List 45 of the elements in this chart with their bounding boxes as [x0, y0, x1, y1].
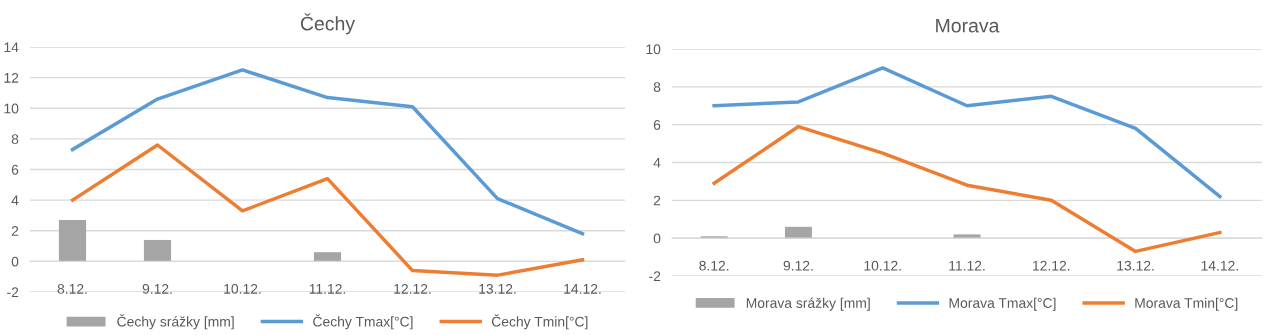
- y-tick-label: 6: [11, 164, 19, 175]
- y-tick-label: 6: [653, 120, 661, 130]
- y-tick-label: 4: [653, 157, 661, 168]
- line-series: [712, 66, 1222, 199]
- x-tick-label: 12.12.: [1033, 260, 1070, 271]
- x-tick-label: 10.12.: [864, 260, 901, 271]
- x-tick-label: 9.12.: [783, 260, 813, 271]
- y-tick-label: 8: [653, 82, 661, 92]
- y-tick-label: -2: [7, 287, 19, 298]
- y-tick-label: 2: [11, 226, 19, 236]
- line-series: [70, 143, 585, 277]
- line-series: [70, 68, 585, 236]
- x-tick-label: 11.12.: [309, 283, 346, 294]
- y-tick-label: 14: [4, 42, 19, 53]
- y-tick-label: -2: [649, 271, 661, 282]
- y-tick-label: 0: [653, 233, 661, 244]
- x-tick-label: 8.12.: [699, 260, 729, 271]
- legend-label: Morava srážky [mm]: [746, 297, 870, 311]
- y-tick-label: 8: [11, 134, 19, 145]
- y-tick-label: 12: [4, 72, 19, 83]
- y-tick-label: 4: [11, 195, 19, 206]
- legend-label: Morava Tmax[°C]: [949, 297, 1056, 311]
- x-tick-label: 8.12.: [57, 283, 87, 294]
- x-tick-label: 9.12.: [142, 283, 172, 294]
- legend-label: Morava Tmin[°C]: [1135, 297, 1238, 311]
- y-tick-label: 10: [4, 103, 19, 114]
- bar: [58, 220, 87, 262]
- line-series: [712, 124, 1222, 254]
- y-tick-label: 10: [646, 44, 661, 55]
- chart-title: Morava: [936, 18, 1000, 33]
- y-tick-label: 2: [653, 195, 661, 206]
- x-tick-label: 14.12.: [564, 283, 601, 294]
- x-tick-label: 13.12.: [1117, 260, 1154, 271]
- x-tick-label: 10.12.: [224, 283, 261, 294]
- legend-label: Čechy Tmax[°C]: [313, 314, 413, 330]
- bar: [143, 239, 172, 262]
- legend-label: Čechy srážky [mm]: [117, 314, 234, 330]
- x-tick-label: 12.12.: [394, 283, 431, 294]
- chart-title: Čechy: [300, 13, 356, 35]
- legend-label: Čechy Tmin[°C]: [491, 314, 588, 330]
- x-tick-label: 11.12.: [949, 260, 985, 271]
- x-tick-label: 13.12.: [479, 283, 516, 294]
- bar: [313, 252, 342, 262]
- x-tick-label: 14.12.: [1201, 260, 1238, 271]
- y-tick-label: 0: [11, 256, 19, 267]
